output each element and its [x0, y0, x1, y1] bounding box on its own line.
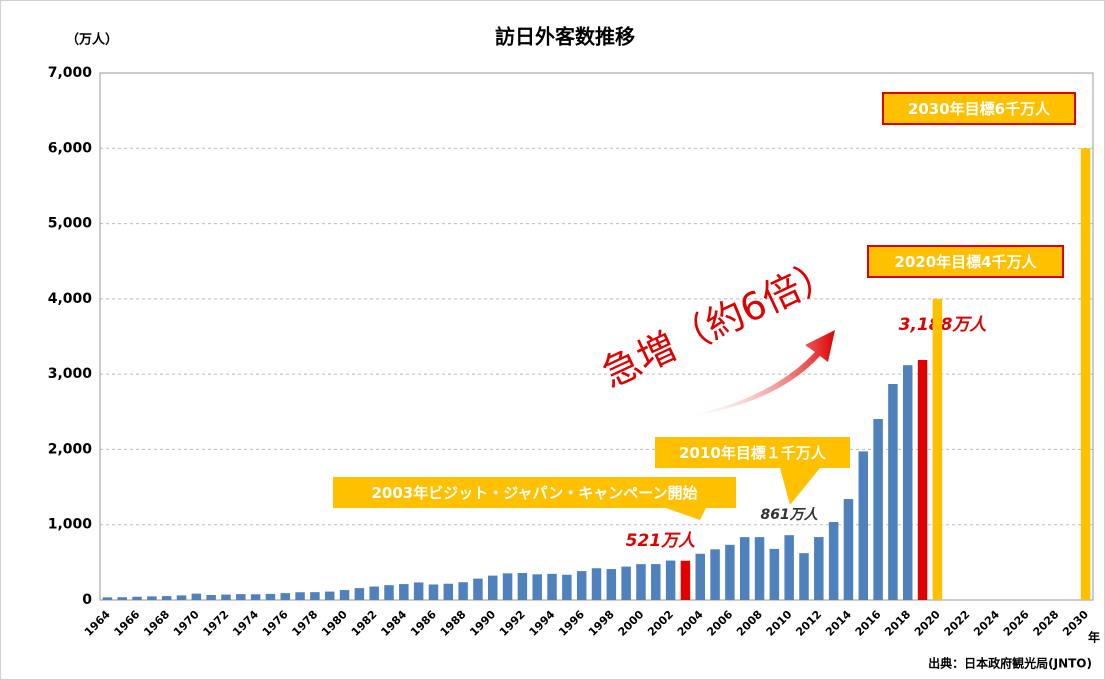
bar: [324, 591, 335, 600]
bar: [932, 298, 943, 600]
chart-title: 訪日外客数推移: [495, 25, 635, 49]
y-tick-label: 2,000: [48, 441, 93, 457]
annotation: 2020年目標4千万人: [894, 253, 1037, 271]
bar: [873, 419, 883, 600]
bar: [176, 595, 187, 600]
growth-arrow: [680, 330, 835, 418]
bar: [295, 592, 305, 600]
bar: [636, 564, 646, 600]
bar: [502, 573, 513, 600]
bar: [102, 597, 113, 600]
bar: [280, 593, 291, 600]
callout-pointer: [780, 468, 820, 505]
bar: [236, 594, 246, 600]
x-axis-label: 年: [1088, 630, 1100, 645]
bar: [161, 596, 172, 600]
y-tick-label: 6,000: [48, 140, 93, 156]
bar: [206, 595, 216, 600]
bar: [799, 553, 809, 600]
callout-box: [655, 437, 850, 468]
bar: [132, 596, 142, 600]
bar: [695, 553, 705, 600]
value-label: 3,188万人: [899, 315, 988, 335]
bar: [147, 596, 157, 600]
bar: [665, 560, 676, 600]
bar: [458, 582, 468, 600]
bar: [339, 590, 350, 600]
value-label: 861万人: [761, 507, 819, 523]
source: 出典：日本政府観光局(JNTO): [928, 656, 1092, 671]
bar: [1080, 148, 1091, 601]
callout-box: [882, 92, 1076, 125]
bar: [917, 359, 928, 600]
bar: [547, 573, 557, 600]
bar: [651, 564, 661, 600]
bar: [221, 594, 231, 600]
bar: [606, 569, 617, 600]
value-label: 521万人: [626, 531, 696, 551]
bar: [517, 573, 528, 600]
bar: [710, 549, 720, 600]
bar: [680, 560, 691, 600]
bar: [576, 571, 587, 600]
bar: [562, 574, 572, 600]
bar: [250, 594, 261, 600]
bar: [428, 584, 439, 600]
bar: [488, 575, 498, 600]
callout-pointer: [666, 508, 706, 520]
bar: [591, 568, 602, 600]
bar: [814, 537, 824, 600]
bar: [117, 597, 127, 600]
callout-box: [867, 245, 1064, 278]
bar: [369, 586, 379, 600]
bar: [858, 451, 869, 600]
bar: [621, 566, 631, 600]
bar: [265, 593, 276, 600]
y-tick-label: 7,000: [48, 65, 93, 81]
bar: [532, 574, 542, 600]
bar: [754, 537, 765, 600]
bar: [769, 548, 780, 600]
bar: [473, 578, 483, 600]
bar: [739, 537, 750, 600]
bar: [725, 544, 735, 600]
bar: [843, 499, 854, 600]
bar: [310, 592, 320, 600]
y-axis-label: （万人）: [66, 32, 118, 48]
y-tick-label: 0: [82, 592, 92, 608]
bar: [902, 365, 913, 600]
bar: [399, 584, 409, 600]
y-tick-label: 4,000: [48, 291, 93, 307]
annotation: 2030年目標6千万人: [908, 100, 1051, 118]
bar: [191, 593, 202, 600]
annotation: 2010年目標１千万人: [679, 444, 827, 462]
bar: [888, 384, 898, 600]
bar: [384, 585, 394, 600]
y-tick-label: 5,000: [48, 216, 93, 232]
bar: [828, 522, 839, 600]
bar: [354, 588, 365, 600]
bar: [784, 535, 794, 600]
bar: [443, 583, 454, 600]
annotation: 2003年ビジット・ジャパン・キャンペーン開始: [371, 484, 697, 502]
bar: [413, 582, 424, 600]
y-tick-label: 1,000: [48, 517, 93, 533]
callout-box: [333, 477, 736, 508]
y-tick-label: 3,000: [48, 366, 93, 382]
